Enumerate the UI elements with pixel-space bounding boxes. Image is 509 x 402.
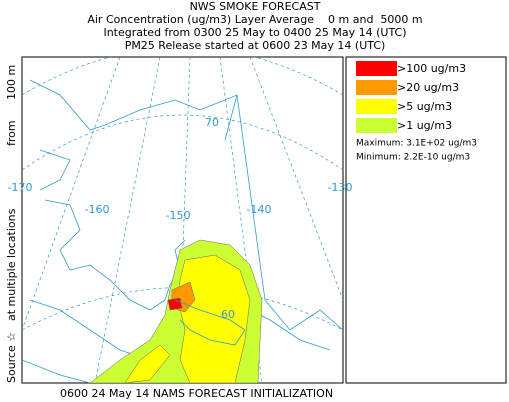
longitude-label: -130 — [328, 181, 353, 194]
subtitle: Air Concentration (ug/m3) Layer Average … — [87, 13, 422, 26]
legend-swatch — [356, 118, 397, 133]
graticule — [22, 114, 343, 171]
legend-maximum: Maximum: 3.1E+02 ug/m3 — [356, 139, 477, 149]
graticule — [249, 57, 343, 301]
graticule — [219, 57, 263, 383]
longitude-label: -170 — [8, 181, 33, 194]
subtitle: Integrated from 0300 25 May to 0400 25 M… — [103, 26, 406, 39]
graticule — [22, 57, 121, 331]
smoke-plume — [167, 297, 183, 311]
graticule — [22, 287, 343, 331]
subtitle: PM25 Release started at 0600 23 May 14 (… — [125, 39, 386, 52]
legend-swatch — [356, 61, 397, 76]
side-label-part: Source ☆ — [5, 332, 18, 383]
legend-swatch — [356, 99, 397, 114]
longitude-label: -150 — [166, 209, 191, 222]
side-label-part: from — [5, 120, 18, 146]
smoke-plume — [124, 344, 171, 383]
side-label: Source ☆ at multiple locations from 100 … — [5, 65, 18, 383]
footer: 0600 24 May 14 NAMS FORECAST INITIALIZAT… — [60, 387, 333, 400]
legend-minimum: Minimum: 2.2E-10 ug/m3 — [356, 153, 470, 163]
border — [236, 94, 343, 331]
legend-label: >20 ug/m3 — [397, 81, 459, 94]
graticule — [94, 57, 161, 383]
legend-label: >5 ug/m3 — [397, 100, 452, 113]
coastline — [174, 299, 246, 346]
legend-label: >1 ug/m3 — [397, 119, 452, 132]
legend-label: >100 ug/m3 — [397, 62, 466, 75]
latitude-label: 70 — [205, 116, 219, 129]
coastline — [22, 79, 238, 383]
longitude-label: -140 — [247, 203, 272, 216]
map — [22, 57, 343, 383]
legend-swatch — [356, 80, 397, 95]
side-label-part: at multiple locations — [5, 208, 18, 321]
smoke-plume — [177, 254, 251, 383]
longitude-label: -160 — [85, 203, 110, 216]
title: NWS SMOKE FORECAST — [190, 0, 321, 13]
side-label-part: 100 m — [5, 65, 18, 100]
latitude-label: 60 — [221, 308, 235, 321]
